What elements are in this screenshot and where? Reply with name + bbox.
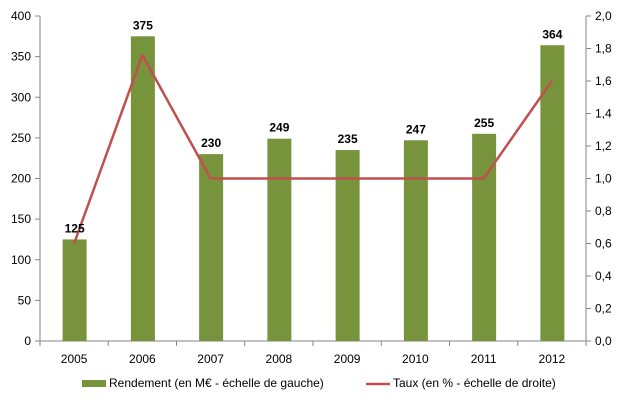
left-tick-label: 50	[18, 293, 32, 307]
bar-series	[63, 36, 565, 341]
bar-data-label: 235	[338, 132, 358, 146]
left-tick-label: 150	[11, 212, 31, 226]
right-tick-label: 2,0	[595, 9, 612, 23]
axes: 0 50 100 150 200 250 300 350 400 0,0 0,2 0,4 0,6 0,8 1…	[11, 9, 612, 366]
right-tick-label: 1,4	[595, 107, 612, 121]
left-tick-label: 200	[11, 172, 31, 186]
legend-bar-swatch	[82, 380, 106, 387]
right-tick-label: 1,8	[595, 42, 612, 56]
x-tick-label: 2009	[334, 352, 361, 366]
bar-data-label: 125	[65, 221, 85, 235]
bar	[199, 154, 223, 341]
right-tick-label: 0,6	[595, 237, 612, 251]
legend-line-label: Taux (en % - échelle de droite)	[393, 376, 556, 390]
x-tick-label: 2006	[129, 352, 156, 366]
right-tick-label: 0,8	[595, 204, 612, 218]
bar	[131, 36, 155, 341]
bar-data-label: 364	[542, 27, 562, 41]
left-tick-label: 100	[11, 253, 31, 267]
left-tick-label: 300	[11, 90, 31, 104]
right-tick-label: 0,4	[595, 269, 612, 283]
x-tick-label: 2011	[471, 352, 497, 366]
left-tick-label: 350	[11, 50, 31, 64]
bar-data-label: 247	[406, 122, 426, 136]
left-tick-label: 0	[24, 334, 31, 348]
bar-data-label: 255	[474, 116, 494, 130]
right-tick-label: 1,2	[595, 139, 612, 153]
right-tick-label: 1,6	[595, 74, 612, 88]
bar-data-label: 375	[133, 18, 153, 32]
legend: Rendement (en M€ - échelle de gauche) Tau…	[82, 376, 556, 390]
bar	[540, 45, 564, 341]
right-tick-label: 0,2	[595, 302, 612, 316]
right-tick-label: 1,0	[595, 172, 612, 186]
bar-data-label: 249	[269, 121, 289, 135]
bar	[404, 140, 428, 341]
x-tick-label: 2010	[402, 352, 429, 366]
bar	[63, 239, 87, 341]
legend-bar-label: Rendement (en M€ - échelle de gauche)	[109, 376, 324, 390]
bar-data-label: 230	[201, 136, 221, 150]
x-tick-label: 2007	[197, 352, 224, 366]
bar	[267, 139, 291, 341]
x-tick-label: 2008	[266, 352, 293, 366]
right-tick-label: 0,0	[595, 334, 612, 348]
x-tick-label: 2012	[539, 352, 566, 366]
left-tick-label: 400	[11, 9, 31, 23]
left-tick-label: 250	[11, 131, 31, 145]
x-tick-label: 2005	[61, 352, 88, 366]
